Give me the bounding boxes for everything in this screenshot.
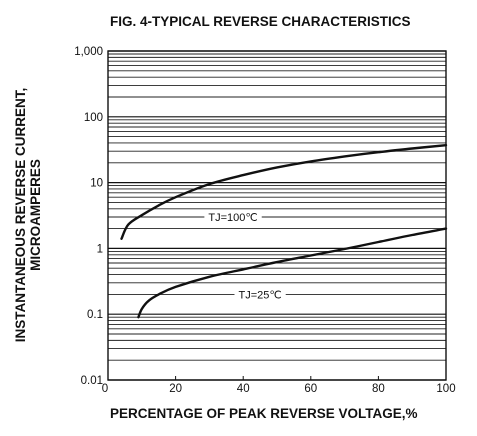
x-tick-label: 60 (304, 383, 317, 395)
y-tick-label: 10 (90, 178, 103, 190)
x-tick-label: 80 (372, 383, 385, 395)
annotation-background (234, 288, 286, 303)
y-tick-labels: 0.01 0.1 1 10 100 1,000 (74, 46, 103, 387)
y-tick-label: 100 (84, 112, 103, 124)
annotation-background (204, 211, 262, 226)
plot-frame (107, 50, 447, 381)
x-tick-label-origin: 0 (102, 383, 108, 395)
chart-title: FIG. 4-TYPICAL REVERSE CHARACTERISTICS (110, 14, 411, 29)
series-line-tj25 (137, 227, 448, 319)
x-tick-label: 40 (237, 383, 250, 395)
y-tick-label: 0.01 (81, 375, 103, 387)
y-tick-label: 1,000 (74, 46, 103, 58)
y-axis-title: INSTANTANEOUS REVERSE CURRENT, MICROAMPE… (13, 88, 43, 343)
y-axis-title-line2: MICROAMPERES (28, 159, 43, 271)
x-tick-labels: 20 40 60 80 100 0 (102, 383, 456, 395)
annotation-label: TJ=100℃ (208, 212, 257, 224)
x-axis-title: PERCENTAGE OF PEAK REVERSE VOLTAGE,% (110, 406, 418, 421)
y-tick-label: 0.1 (87, 309, 103, 321)
plot-border (107, 50, 447, 381)
annotation-label: TJ=25℃ (238, 289, 281, 301)
y-axis-title-line1: INSTANTANEOUS REVERSE CURRENT, (13, 88, 28, 343)
series-line-tj100 (120, 144, 448, 240)
annotations: TJ=100℃ TJ=25℃ (204, 211, 286, 303)
grid-lines (108, 50, 446, 381)
series-lines (120, 144, 448, 319)
y-tick-label: 1 (97, 243, 103, 255)
x-tick-label: 20 (169, 383, 182, 395)
x-tick-label: 100 (436, 383, 455, 395)
